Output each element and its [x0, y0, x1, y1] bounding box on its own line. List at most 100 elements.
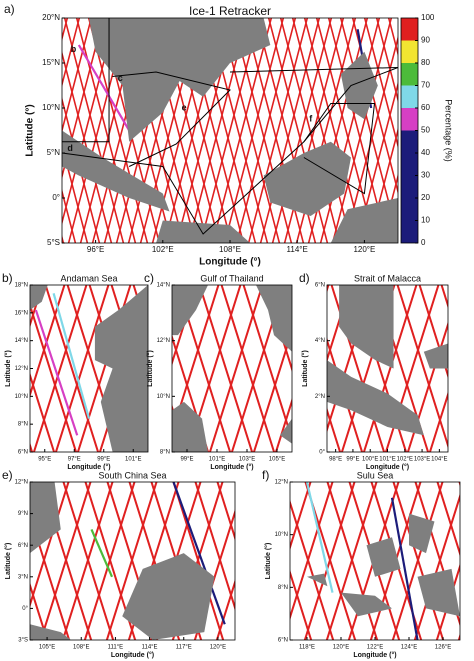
land — [263, 141, 351, 216]
y-tick-label: 8°N — [160, 450, 170, 456]
map-panel: 99°E 101°E 103°E 105°E 14°N 12°N 10°N 8°N Longit… — [144, 271, 293, 471]
x-tick-label: 126°E — [435, 645, 451, 651]
x-tick-label: 120°E — [333, 645, 349, 651]
y-tick-label: 12°N — [275, 480, 288, 486]
map-panel: 98°E 99°E 100°E 101°E 102°E 103°E 104°E 6°N 4°N 2… — [299, 271, 449, 471]
colorbar-tick-label: 20 — [421, 193, 430, 202]
y-tick-label: 10°N — [15, 394, 28, 400]
region-outline — [62, 18, 110, 143]
panel-title: Sulu Sea — [357, 470, 394, 480]
colorbar-tick-label: 30 — [421, 171, 430, 180]
x-tick-label: 108°E — [73, 645, 89, 651]
region-label: b — [71, 44, 77, 54]
x-axis-label: Longitude (°) — [111, 651, 154, 659]
land — [307, 573, 328, 587]
y-tick-label: 3°N — [18, 574, 28, 580]
panel-label: a) — [4, 2, 15, 16]
y-tick-label: 0° — [319, 450, 325, 456]
panel-title: Ice-1 Retracker — [189, 4, 271, 18]
map-content — [327, 285, 448, 452]
panel-title: South China Sea — [98, 470, 166, 480]
y-axis-label: Latitude (°) — [4, 543, 12, 580]
x-tick-label: 105°E — [39, 645, 55, 651]
y-tick-label: 5°N — [47, 148, 61, 157]
land — [156, 220, 251, 243]
map-frame — [171, 284, 293, 453]
land — [88, 18, 271, 142]
land — [172, 285, 208, 336]
panel-label: f) — [262, 468, 269, 482]
x-tick-label: 102°E — [152, 245, 174, 254]
region-label: d — [67, 143, 73, 153]
land — [280, 418, 292, 444]
colorbar-label: Percentage (%) — [444, 99, 454, 162]
y-tick-label: 8°N — [278, 585, 288, 591]
x-tick-label: 103°E — [414, 457, 430, 463]
panel-title: Andaman Sea — [60, 273, 117, 283]
track-highlight — [77, 44, 131, 132]
x-tick-label: 114°E — [287, 245, 308, 254]
panel-label: d) — [299, 271, 310, 285]
colorbar-segment — [401, 63, 418, 86]
land — [30, 482, 61, 554]
y-tick-label: 3°S — [18, 638, 28, 644]
colorbar-segment — [401, 18, 418, 41]
y-tick-label: 10°N — [157, 394, 170, 400]
map-panel: 105°E 108°E 111°E 114°E 117°E 120°E 12°N 9°N 6°N… — [2, 468, 236, 659]
y-tick-label: 6°N — [278, 638, 288, 644]
colorbar-tick-label: 70 — [421, 81, 430, 90]
y-axis-label: Latitude (°) — [4, 350, 12, 387]
region-label: c — [118, 73, 123, 83]
y-tick-label: 10°N — [42, 103, 60, 112]
y-tick-label: 4°N — [315, 338, 325, 344]
land — [30, 285, 48, 311]
x-tick-label: 100°E — [362, 457, 378, 463]
map-panel: 118°E 120°E 122°E 124°E 126°E 12°N 10°N 8°N 6°N L… — [262, 468, 461, 659]
colorbar-segment — [401, 130, 418, 243]
panel-label: b) — [2, 271, 13, 285]
colorbar-segment — [401, 85, 418, 108]
map-panel: 95°E 97°E 99°E 101°E 18°N 16°N 14°N 12°N 10°N 8°N… — [2, 271, 149, 471]
region-outline — [112, 71, 231, 167]
y-tick-label: 2°N — [315, 394, 325, 400]
land — [122, 553, 215, 640]
colorbar-tick-label: 60 — [421, 103, 430, 112]
land — [423, 343, 448, 369]
colorbar-segment — [401, 40, 418, 63]
x-axis-label: Longitude (°) — [199, 257, 261, 268]
x-tick-label: 101°E — [379, 457, 395, 463]
panel-title: Strait of Malacca — [354, 273, 421, 283]
land — [330, 198, 398, 243]
track-highlight — [172, 482, 226, 625]
x-axis-label: Longitude (°) — [67, 463, 110, 471]
x-tick-label: 120°E — [353, 245, 375, 254]
x-tick-label: 101°E — [209, 457, 225, 463]
land — [327, 360, 424, 436]
x-axis-label: Longitude (°) — [353, 651, 396, 659]
map-content — [30, 482, 235, 640]
y-axis-label: Latitude (°) — [25, 104, 36, 156]
x-axis-label: Longitude (°) — [210, 463, 253, 471]
x-tick-label: 101°E — [125, 457, 141, 463]
colorbar-tick-label: 10 — [421, 216, 430, 225]
x-tick-label: 98°E — [329, 457, 342, 463]
land — [62, 130, 170, 212]
colorbar-tick-label: 80 — [421, 58, 430, 67]
y-tick-label: 9°N — [18, 511, 28, 517]
y-tick-label: 6°N — [315, 283, 325, 289]
y-tick-label: 15°N — [42, 58, 60, 67]
x-tick-label: 124°E — [401, 645, 417, 651]
region-outline — [229, 67, 399, 73]
x-tick-label: 104°E — [431, 457, 447, 463]
land — [341, 592, 392, 617]
x-tick-label: 99°E — [346, 457, 359, 463]
land — [366, 537, 401, 577]
y-tick-label: 12°N — [15, 480, 28, 486]
x-axis-label: Longitude (°) — [366, 463, 409, 471]
panel-label: c) — [144, 271, 154, 285]
x-tick-label: 95°E — [38, 457, 51, 463]
y-axis-label: Latitude (°) — [301, 350, 309, 387]
colorbar-segment — [401, 108, 418, 131]
track-highlight — [52, 293, 91, 419]
